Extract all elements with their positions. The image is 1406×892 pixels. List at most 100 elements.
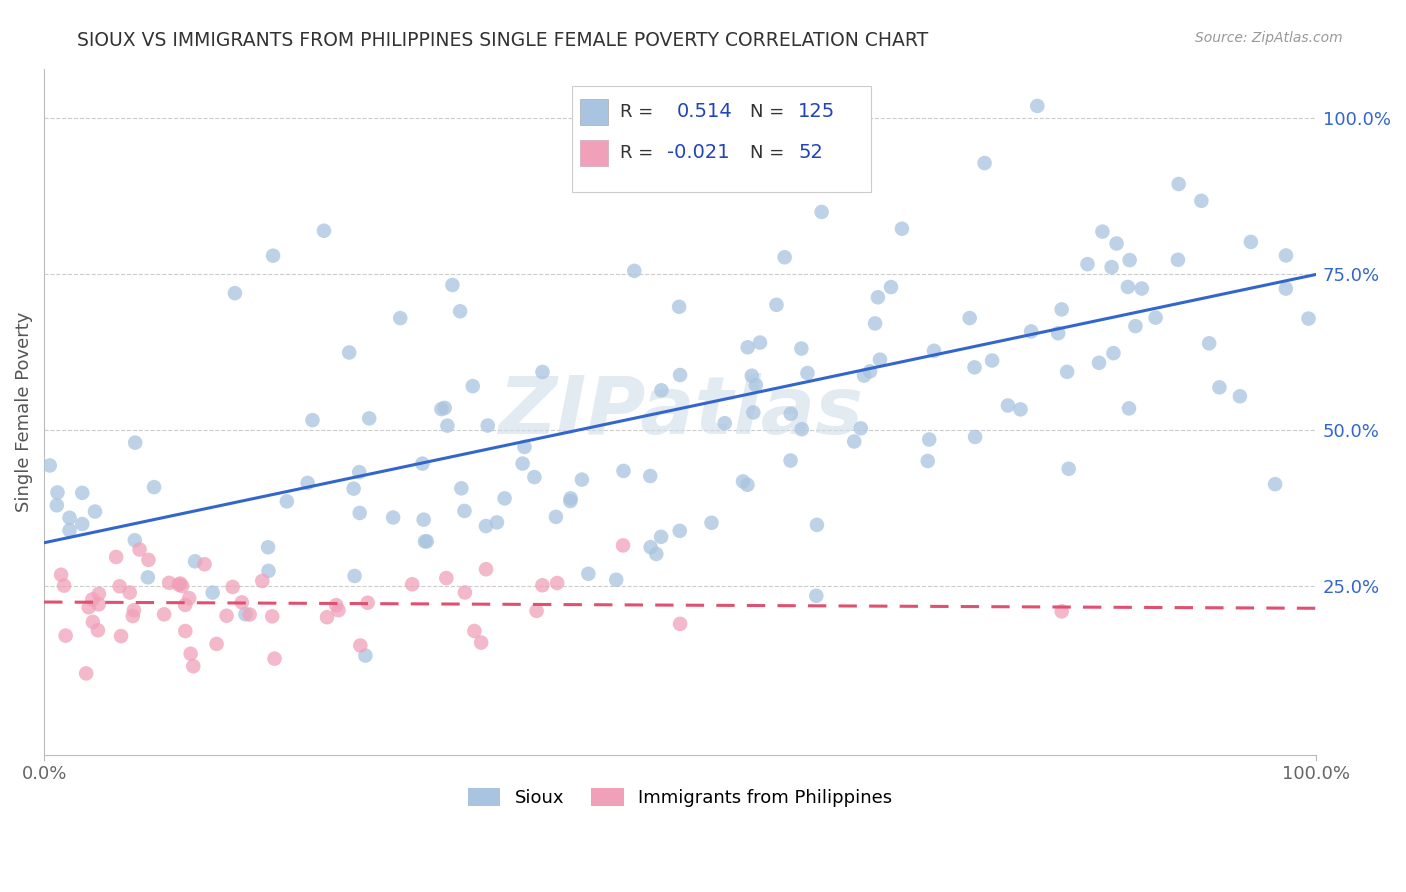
FancyBboxPatch shape	[579, 140, 607, 166]
Point	[475, 562, 498, 576]
Point	[184, 554, 207, 568]
FancyBboxPatch shape	[572, 86, 870, 192]
Point	[560, 494, 582, 508]
Point	[122, 603, 145, 617]
Point	[963, 360, 986, 375]
Point	[779, 407, 801, 421]
Point	[349, 639, 371, 653]
Point	[605, 573, 627, 587]
Point	[796, 366, 818, 380]
Point	[301, 413, 323, 427]
Point	[157, 575, 180, 590]
Point	[262, 249, 284, 263]
Point	[454, 585, 477, 599]
Point	[1101, 260, 1123, 274]
Point	[263, 651, 285, 665]
Text: R =: R =	[620, 144, 654, 162]
Point	[863, 317, 886, 331]
Point	[806, 589, 828, 603]
Point	[477, 418, 499, 433]
Point	[72, 485, 94, 500]
Point	[412, 513, 434, 527]
Point	[441, 277, 464, 292]
Point	[180, 647, 202, 661]
Point	[779, 453, 801, 467]
Point	[544, 509, 567, 524]
Point	[194, 558, 217, 572]
Point	[645, 547, 668, 561]
Point	[640, 540, 662, 554]
Point	[316, 610, 339, 624]
Text: R =: R =	[620, 103, 654, 120]
Point	[959, 311, 981, 326]
Point	[349, 506, 371, 520]
Point	[167, 577, 190, 591]
Point	[121, 609, 143, 624]
Point	[623, 264, 645, 278]
Point	[470, 635, 492, 649]
Point	[312, 224, 335, 238]
Point	[1118, 401, 1140, 416]
Point	[745, 378, 768, 392]
Point	[1167, 177, 1189, 191]
Point	[922, 343, 945, 358]
Point	[1050, 302, 1073, 317]
Point	[239, 607, 262, 622]
Point	[638, 469, 661, 483]
Point	[401, 577, 423, 591]
Point	[87, 587, 110, 601]
Point	[276, 494, 298, 508]
Point	[75, 666, 97, 681]
Point	[546, 576, 568, 591]
Text: -0.021: -0.021	[668, 144, 730, 162]
Point	[1057, 462, 1080, 476]
Point	[700, 516, 723, 530]
Point	[257, 564, 280, 578]
Point	[669, 368, 692, 382]
Point	[1118, 253, 1140, 268]
Point	[46, 485, 69, 500]
Point	[82, 592, 104, 607]
Point	[252, 574, 274, 588]
Point	[389, 311, 412, 326]
Point	[749, 335, 772, 350]
Point	[531, 365, 554, 379]
Point	[328, 603, 350, 617]
Point	[917, 454, 939, 468]
Point	[890, 221, 912, 235]
Point	[434, 571, 457, 585]
Point	[1240, 235, 1263, 249]
Point	[72, 516, 94, 531]
Point	[997, 399, 1019, 413]
Point	[1116, 280, 1139, 294]
Point	[58, 523, 80, 537]
Point	[668, 300, 690, 314]
Point	[742, 405, 765, 419]
Point	[128, 542, 150, 557]
Point	[853, 368, 876, 383]
Point	[737, 478, 759, 492]
Point	[880, 280, 903, 294]
Point	[87, 624, 110, 638]
Point	[612, 464, 634, 478]
Point	[257, 541, 280, 555]
Point	[513, 440, 536, 454]
Point	[413, 534, 436, 549]
Point	[347, 465, 370, 479]
Point	[1019, 325, 1042, 339]
Point	[136, 570, 159, 584]
Point	[512, 457, 534, 471]
Point	[965, 430, 987, 444]
Point	[849, 421, 872, 435]
Point	[153, 607, 176, 622]
Text: N =: N =	[749, 103, 785, 120]
Point	[382, 510, 405, 524]
Point	[450, 481, 472, 495]
Text: N =: N =	[749, 144, 785, 162]
Point	[485, 516, 508, 530]
Point	[1144, 310, 1167, 325]
Point	[231, 595, 253, 609]
Point	[1125, 319, 1147, 334]
Point	[576, 566, 599, 581]
Point	[790, 422, 813, 436]
